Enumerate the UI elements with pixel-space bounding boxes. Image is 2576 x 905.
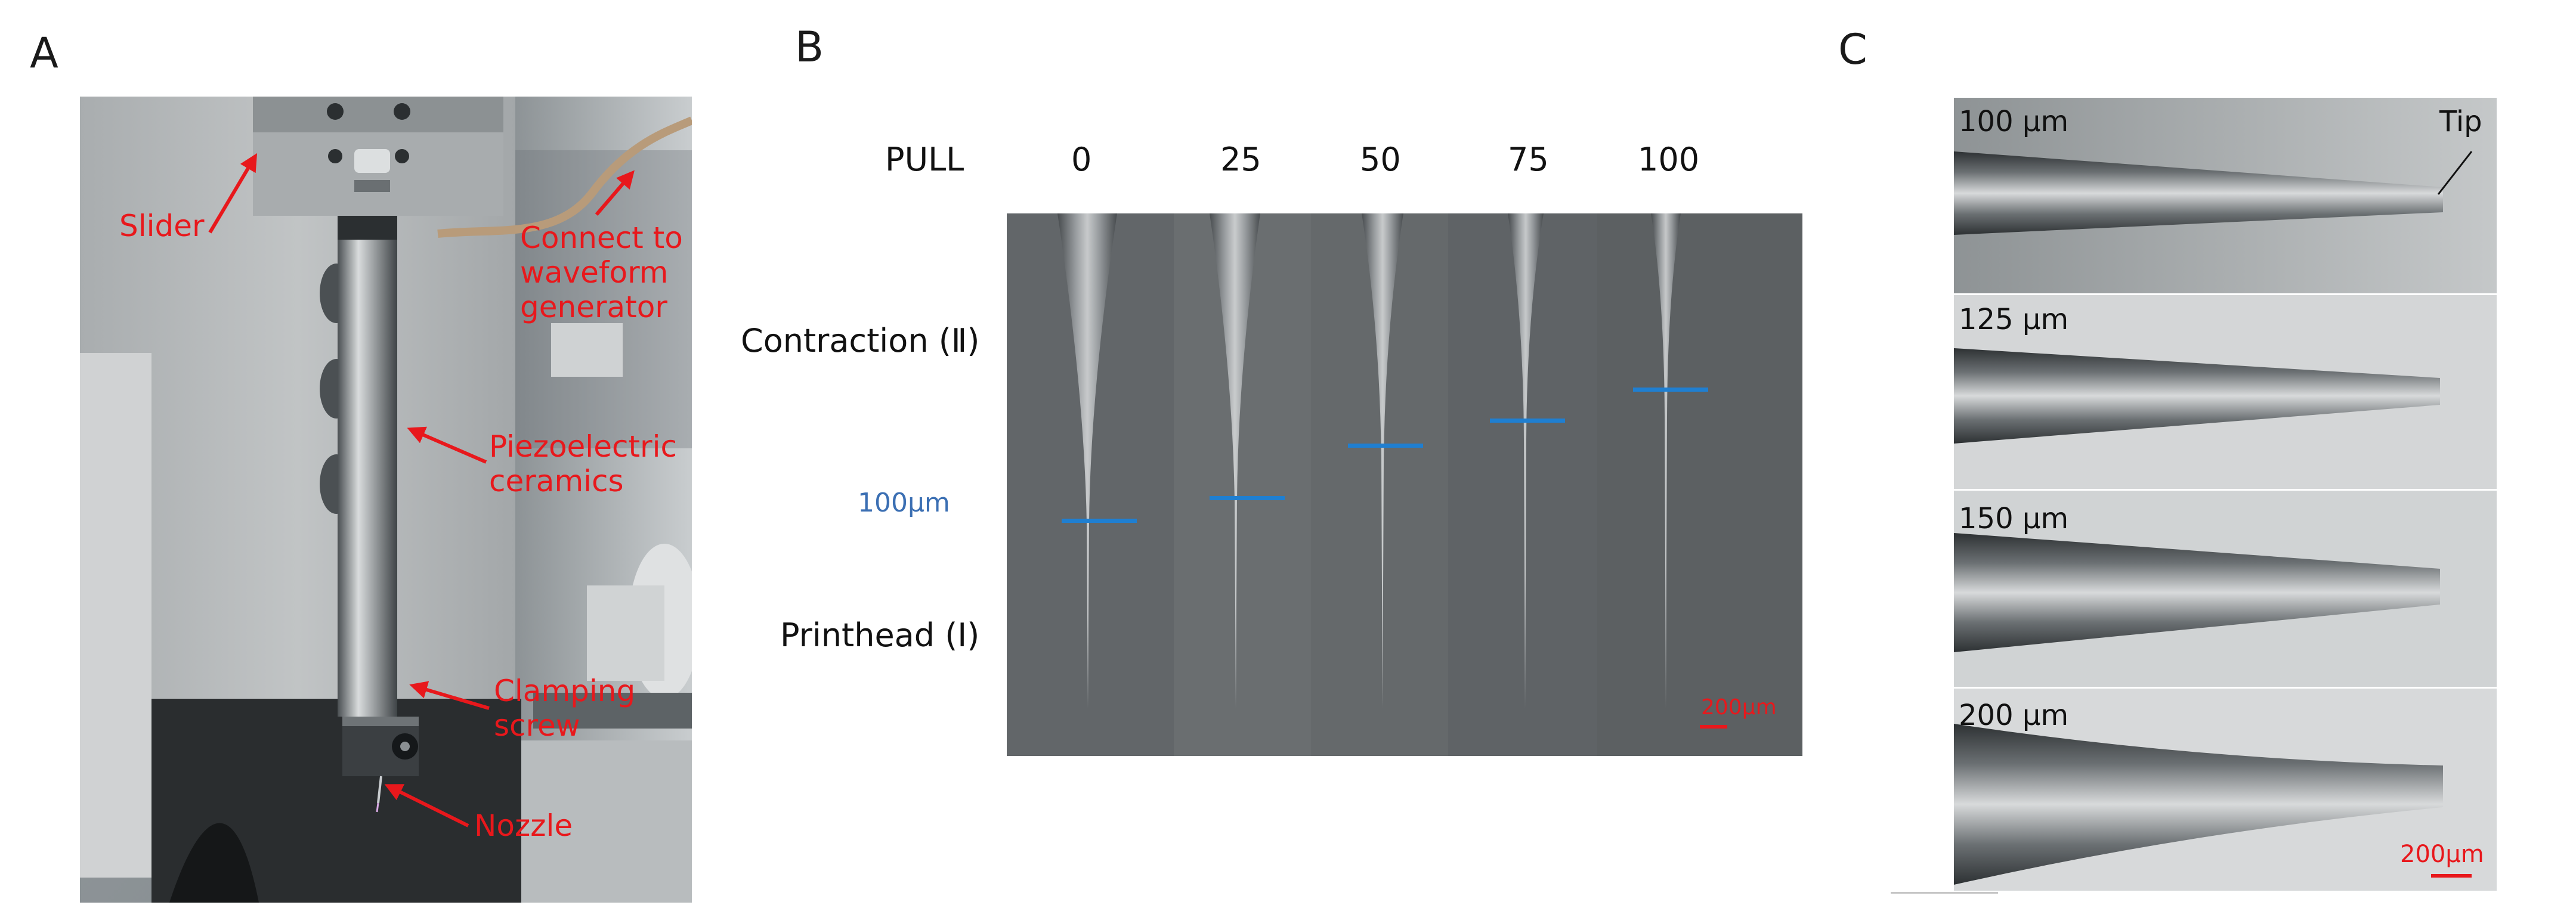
arrow-slider	[208, 153, 258, 234]
contraction-label: Contraction (Ⅱ)	[741, 322, 980, 359]
panel-letter-c: C	[1838, 25, 1867, 74]
micrograph-drawing	[1007, 213, 1802, 756]
arrow-clamping	[409, 681, 490, 710]
marker-pull-50	[1348, 444, 1423, 448]
label-clamping-screw: Clamping screw	[494, 674, 636, 743]
marker-label: 100μm	[858, 488, 950, 518]
panel-letter-a: A	[30, 29, 58, 78]
tip-pointer	[2437, 151, 2473, 195]
nozzle-label-100: 100 μm	[1959, 105, 2069, 138]
label-piezoelectric-ceramics: Piezoelectric ceramics	[489, 429, 677, 498]
device-photo	[80, 97, 700, 903]
scale-bar-c	[2431, 874, 2472, 878]
nozzle-size-stack	[1954, 98, 2497, 891]
arrow-piezo	[407, 426, 487, 464]
nozzle-label-125: 125 μm	[1959, 303, 2069, 336]
panel-c-edge	[1891, 892, 1998, 894]
pull-value-100: 100	[1638, 141, 1700, 178]
arrow-nozzle	[384, 784, 469, 827]
pull-value-0: 0	[1071, 141, 1092, 178]
printhead-label: Printhead (Ⅰ)	[780, 616, 980, 654]
panel-letter-b: B	[795, 23, 824, 72]
pull-header: PULL	[885, 141, 964, 178]
label-slider: Slider	[119, 209, 205, 243]
marker-pull-75	[1490, 419, 1565, 423]
marker-pull-0	[1062, 519, 1137, 523]
label-nozzle: Nozzle	[474, 808, 573, 843]
nozzle-label-150: 150 μm	[1959, 502, 2069, 535]
micrograph-strip	[1007, 213, 1802, 756]
scale-bar-b	[1700, 725, 1727, 729]
pull-value-25: 25	[1220, 141, 1261, 178]
scale-label-b: 200μm	[1701, 695, 1777, 720]
marker-pull-25	[1210, 496, 1285, 500]
tip-label: Tip	[2439, 105, 2482, 138]
nozzle-label-200: 200 μm	[1959, 699, 2069, 732]
nozzle-size-drawing	[1954, 98, 2497, 891]
pull-value-50: 50	[1360, 141, 1401, 178]
scale-label-c: 200μm	[2400, 841, 2484, 868]
marker-pull-100	[1633, 388, 1708, 392]
pull-value-75: 75	[1508, 141, 1549, 178]
device-photo-drawing	[80, 97, 700, 903]
label-connect-to-waveform-generator: Connect to waveform generator	[520, 221, 683, 324]
arrow-connect	[595, 170, 635, 216]
